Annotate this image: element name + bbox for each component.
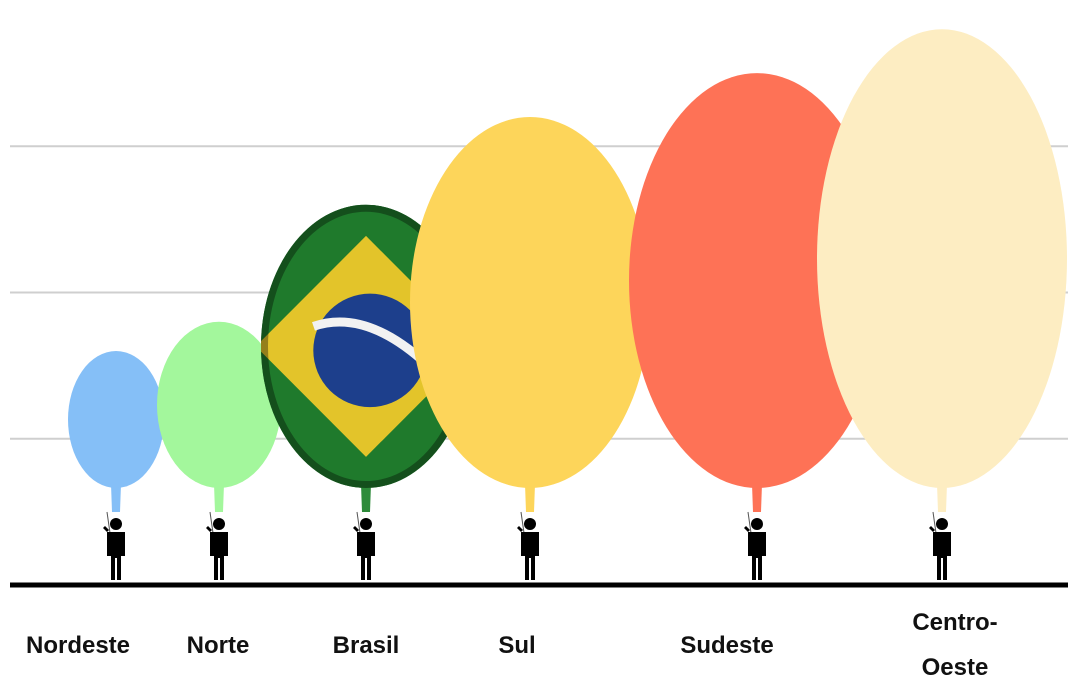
balloon-knot [752, 484, 762, 512]
person-body [210, 532, 228, 580]
person-head [360, 518, 372, 530]
person-arm [103, 526, 109, 532]
person-body [933, 532, 951, 580]
flag-pattern [261, 204, 471, 488]
person-icon [103, 511, 125, 580]
balloon-knot [111, 484, 121, 512]
balloon [817, 29, 1067, 488]
category-label: Sul [498, 632, 536, 659]
person-icon [353, 511, 375, 580]
person-body [357, 532, 375, 580]
person-arm [206, 526, 212, 532]
category-label: Nordeste [25, 632, 131, 659]
balloon-string [209, 511, 214, 534]
balloon [157, 321, 281, 488]
flag-band [312, 317, 430, 368]
person-icon [517, 511, 539, 580]
category-label: Norte [186, 632, 250, 659]
balloon-knot [361, 484, 371, 512]
person-body [748, 532, 766, 580]
balloon-knot [214, 484, 224, 512]
person-body [107, 532, 125, 580]
category-label: Centro-Oeste [912, 609, 998, 681]
person-head [110, 518, 122, 530]
person-icon [206, 511, 228, 580]
balloon-string [932, 511, 937, 534]
person-head [524, 518, 536, 530]
balloon-knot [937, 484, 947, 512]
balloon [410, 117, 650, 488]
person-arm [353, 526, 359, 532]
balloon [629, 73, 885, 488]
person-body [521, 532, 539, 580]
person-head [213, 518, 225, 530]
person-arm [517, 526, 523, 532]
balloon [68, 351, 164, 488]
category-label: Brasil [332, 632, 400, 659]
category-label: Sudeste [680, 632, 774, 659]
balloon-string [106, 511, 111, 534]
balloon-string [747, 511, 752, 534]
balloon-string [520, 511, 525, 534]
person-head [751, 518, 763, 530]
person-icon [929, 511, 951, 580]
balloon-knot [525, 484, 535, 512]
person-head [936, 518, 948, 530]
person-arm [744, 526, 750, 532]
person-icon [744, 511, 766, 580]
balloon-string [356, 511, 361, 534]
person-arm [929, 526, 935, 532]
